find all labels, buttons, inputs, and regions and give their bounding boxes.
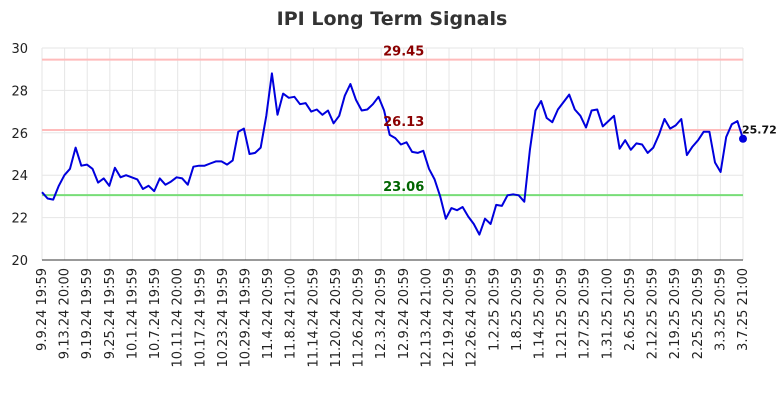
x-tick-label: 12.13.24 21:00 [419,268,434,368]
x-tick-label: 1.31.25 21:00 [600,268,615,359]
x-tick-label: 12.26.24 20:59 [465,268,480,368]
x-tick-label: 9.25.24 19:59 [103,268,118,359]
reference-line-label: 29.45 [383,45,424,60]
y-tick-label: 20 [11,254,28,269]
x-tick-label: 2.6.25 20:59 [623,268,638,351]
axes: 20 22 24 26 28 30 9.9.24 19:59 9.13.24 20:00 9.1… [11,42,751,368]
y-tick-label: 22 [11,212,28,227]
x-tick-label: 10.23.24 19:59 [216,268,231,368]
grid [41,47,744,261]
y-tick-label: 30 [11,42,28,57]
x-tick-label: 11.4.24 20:59 [261,268,276,359]
x-tick-label: 3.7.25 21:00 [736,268,751,351]
x-tick-label: 9.9.24 19:59 [35,268,50,351]
reference-line-label: 23.06 [383,180,424,195]
x-tick-label: 1.14.25 20:59 [532,268,547,359]
x-tick-label: 1.8.25 20:59 [510,268,525,351]
x-tick-label: 12.3.24 20:59 [374,268,389,359]
x-tick-label: 12.19.24 20:59 [442,268,457,368]
x-tick-label: 12.9.24 20:59 [397,268,412,359]
x-tick-label: 3.3.25 20:59 [713,268,728,351]
labels: 29.45 26.13 23.06 25.72 [383,45,777,195]
series-layer [41,72,747,236]
x-tick-label: 10.17.24 19:59 [193,268,208,368]
x-tick-label: 11.14.24 20:59 [306,268,321,368]
chart-title: IPI Long Term Signals [277,8,508,30]
y-tick-label: 28 [11,84,28,99]
x-tick-label: 9.19.24 19:59 [80,268,95,359]
x-tick-label: 11.8.24 21:00 [284,268,299,359]
series-line [41,72,744,236]
x-tick-label: 1.2.25 20:59 [487,268,502,351]
x-tick-label: 11.20.24 20:59 [329,268,344,368]
x-tick-label: 1.21.25 20:59 [555,268,570,359]
x-tick-label: 2.25.25 20:59 [691,268,706,359]
x-tick-label: 10.7.24 19:59 [148,268,163,359]
x-tick-label: 1.27.25 20:59 [578,268,593,359]
x-tick-label: 11.26.24 20:59 [352,268,367,368]
x-tick-label: 10.29.24 19:59 [239,268,254,368]
x-tick-label: 9.13.24 20:00 [58,268,73,359]
x-tick-label: 2.19.25 20:59 [668,268,683,359]
x-tick-label: 10.11.24 20:00 [171,268,186,368]
y-tick-label: 24 [11,169,28,184]
last-value-label: 25.72 [742,124,777,137]
reference-line-label: 26.13 [383,115,424,130]
last-point-marker [739,134,747,143]
y-tick-label: 26 [11,127,28,142]
reference-lines [42,58,743,197]
x-tick-label: 10.1.24 19:59 [125,268,140,359]
x-tick-label: 2.12.25 20:59 [646,268,661,359]
